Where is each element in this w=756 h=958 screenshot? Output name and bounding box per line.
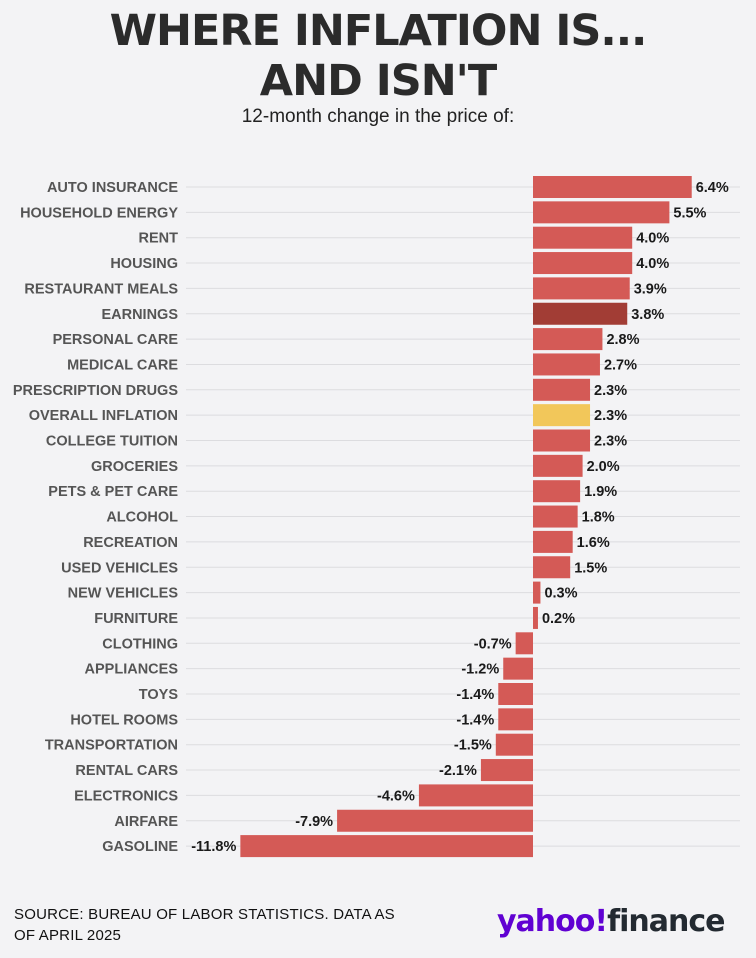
- category-label: OVERALL INFLATION: [29, 408, 178, 424]
- data-label: 2.8%: [606, 332, 639, 348]
- category-label: PRESCRIPTION DRUGS: [13, 383, 178, 399]
- data-label: -0.7%: [474, 636, 512, 652]
- category-label: AUTO INSURANCE: [47, 180, 178, 196]
- data-label: 1.9%: [584, 484, 617, 500]
- data-label: -1.5%: [454, 738, 492, 754]
- data-label: 0.2%: [542, 611, 575, 627]
- source-line-1: SOURCE: BUREAU OF LABOR STATISTICS. DATA…: [14, 906, 395, 923]
- bar: [503, 657, 533, 680]
- data-label: 0.3%: [544, 586, 577, 602]
- logo-yahoo-text: yahoo: [497, 904, 595, 939]
- data-label: 3.8%: [631, 307, 664, 323]
- category-label: AIRFARE: [114, 814, 178, 830]
- data-label: 3.9%: [634, 281, 667, 297]
- bar: [495, 733, 533, 756]
- data-label: -1.2%: [461, 662, 499, 678]
- bar: [533, 556, 571, 579]
- data-label: -4.6%: [377, 788, 415, 804]
- bar: [533, 581, 541, 604]
- bar: [337, 809, 533, 832]
- category-label: APPLIANCES: [85, 662, 179, 678]
- bar: [533, 277, 630, 300]
- category-label: HOUSEHOLD ENERGY: [20, 205, 178, 221]
- category-label: RESTAURANT MEALS: [24, 281, 178, 297]
- bar: [533, 226, 633, 249]
- bar: [533, 505, 578, 528]
- bar: [533, 378, 591, 401]
- data-label: 1.8%: [582, 510, 615, 526]
- bar: [533, 530, 573, 553]
- data-label: 4.0%: [636, 231, 669, 247]
- category-label: COLLEGE TUITION: [46, 434, 178, 450]
- bar: [533, 252, 633, 275]
- bar: [533, 429, 591, 452]
- category-label: FURNITURE: [94, 611, 178, 627]
- category-label: PERSONAL CARE: [53, 332, 179, 348]
- bar: [533, 328, 603, 351]
- bar: [498, 708, 533, 731]
- category-label: USED VEHICLES: [61, 560, 178, 576]
- category-label: EARNINGS: [101, 307, 178, 323]
- bar: [533, 302, 628, 325]
- data-label: -2.1%: [439, 763, 477, 779]
- logo-bang: !: [594, 904, 608, 939]
- bar: [418, 784, 533, 807]
- bar: [533, 201, 670, 224]
- bar: [533, 606, 538, 629]
- category-label: RECREATION: [83, 535, 178, 551]
- category-label: HOTEL ROOMS: [70, 712, 178, 728]
- category-label: PETS & PET CARE: [48, 484, 178, 500]
- data-label: 5.5%: [673, 205, 706, 221]
- category-label: HOUSING: [110, 256, 178, 272]
- category-label: TOYS: [139, 687, 179, 703]
- category-label: GROCERIES: [91, 459, 178, 475]
- category-label: GASOLINE: [102, 839, 178, 855]
- bar: [533, 404, 591, 427]
- category-label: ALCOHOL: [106, 510, 178, 526]
- data-label: -1.4%: [456, 712, 494, 728]
- category-label: RENT: [139, 231, 179, 247]
- source-line-2: OF APRIL 2025: [14, 927, 122, 944]
- data-label: 1.6%: [577, 535, 610, 551]
- category-label: TRANSPORTATION: [45, 738, 178, 754]
- chart-title: WHERE INFLATION IS... AND ISN'T: [0, 6, 756, 106]
- data-label: 6.4%: [696, 180, 729, 196]
- bar: [533, 480, 581, 503]
- data-label: 1.5%: [574, 560, 607, 576]
- bar: [480, 759, 533, 782]
- source-note: SOURCE: BUREAU OF LABOR STATISTICS. DATA…: [14, 904, 414, 946]
- chart-title-line-2: AND ISN'T: [259, 56, 497, 106]
- category-label: CLOTHING: [102, 636, 178, 652]
- data-label: 2.3%: [594, 383, 627, 399]
- data-label: -1.4%: [456, 687, 494, 703]
- data-label: 2.3%: [594, 408, 627, 424]
- bar: [498, 683, 533, 705]
- data-label: 4.0%: [636, 256, 669, 272]
- yahoo-finance-logo: yahoo!finance: [497, 898, 726, 946]
- data-label: -7.9%: [295, 814, 333, 830]
- bar: [533, 176, 692, 198]
- category-label: NEW VEHICLES: [68, 586, 179, 602]
- bar: [240, 835, 534, 858]
- category-label: ELECTRONICS: [74, 788, 178, 804]
- data-label: 2.3%: [594, 434, 627, 450]
- chart-title-line-1: WHERE INFLATION IS...: [109, 6, 648, 56]
- data-label: -11.8%: [191, 839, 236, 855]
- logo-finance-text: finance: [607, 904, 725, 939]
- category-label: MEDICAL CARE: [67, 357, 178, 373]
- bar: [533, 454, 583, 477]
- bar: [533, 353, 600, 376]
- bar: [515, 632, 533, 655]
- data-label: 2.7%: [604, 357, 637, 373]
- chart-subtitle: 12-month change in the price of:: [241, 106, 515, 127]
- data-label: 2.0%: [587, 459, 620, 475]
- category-label: RENTAL CARS: [75, 763, 178, 779]
